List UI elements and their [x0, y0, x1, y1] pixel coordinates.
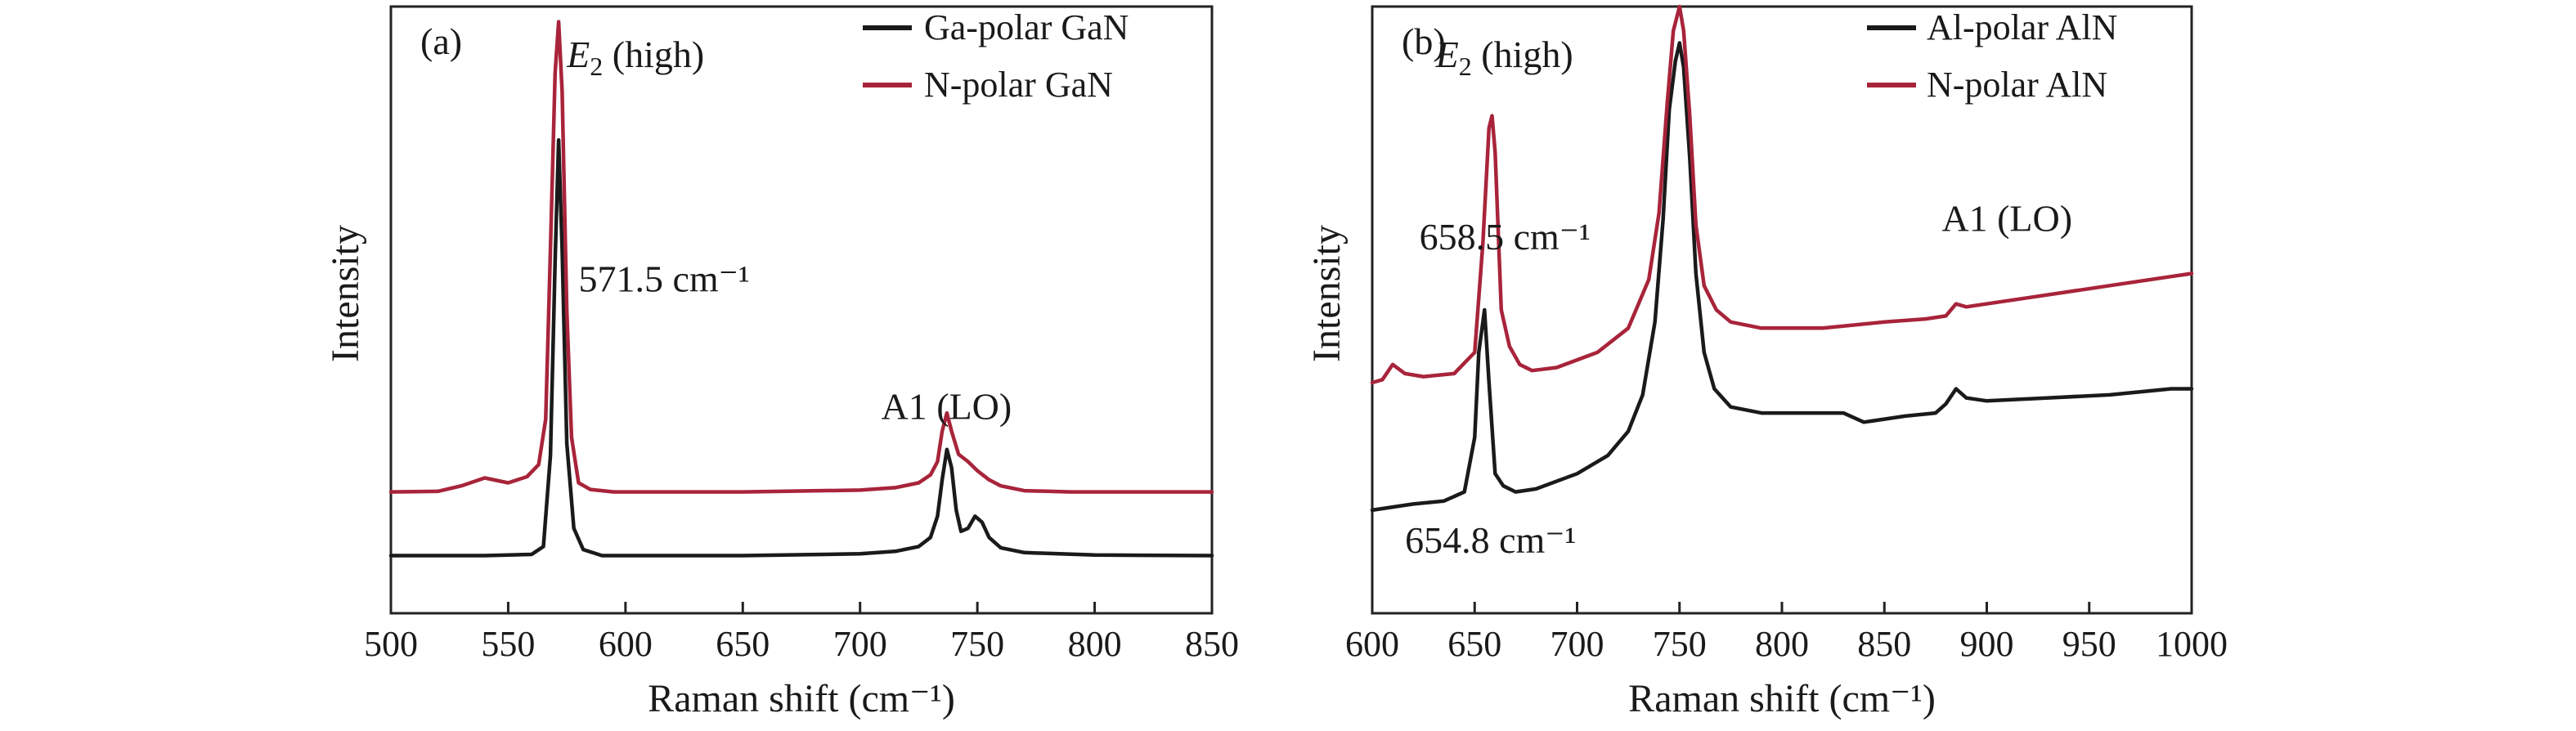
- annotation-label: 654.8 cm⁻¹: [1405, 519, 1576, 561]
- legend: Al-polar AlN N-polar AlN: [1867, 7, 2117, 105]
- x-tick-label: 650: [716, 624, 770, 664]
- x-tick-label: 750: [1653, 624, 1707, 664]
- al-polar-aln-line: [1370, 41, 2194, 513]
- x-tick-label: 500: [364, 624, 418, 664]
- n-polar-gan-line: [388, 20, 1214, 494]
- legend: Ga-polar GaN N-polar GaN: [863, 7, 1129, 105]
- x-axis-label: Raman shift (cm⁻¹): [1628, 677, 1936, 720]
- panel-label: (b): [1402, 20, 1446, 62]
- annotation-label: 571.5 cm⁻¹: [578, 258, 749, 300]
- x-axis-label: Raman shift (cm⁻¹): [648, 677, 955, 720]
- x-tick-label: 700: [1551, 624, 1604, 664]
- x-tick-label: 900: [1960, 624, 2014, 664]
- annotation-label: A1 (LO): [882, 386, 1012, 428]
- y-axis-label: Intensity: [1305, 225, 1349, 362]
- annotation-label: A1 (LO): [1941, 198, 2072, 240]
- annotation-label: E2 (high): [566, 34, 704, 81]
- annotation-label: 658.5 cm⁻¹: [1420, 216, 1591, 258]
- y-axis-label: Intensity: [324, 225, 367, 362]
- x-tick-label: 550: [481, 624, 535, 664]
- x-ticks: 500 550 600 650 700 750 800 850: [364, 602, 1239, 664]
- x-tick-label: 600: [1345, 624, 1399, 664]
- annotations: E2 (high) 571.5 cm⁻¹ A1 (LO): [566, 34, 1012, 427]
- x-tick-label: 800: [1755, 624, 1809, 664]
- series-lines: [388, 20, 1214, 558]
- x-ticks: 600 650 700 750 800 850 900 950 1000: [1345, 602, 2228, 664]
- x-tick-label: 800: [1068, 624, 1122, 664]
- x-tick-label: 600: [599, 624, 653, 664]
- panel-b: 600 650 700 750 800 850 900 950 1000 (b) Raman s…: [1305, 4, 2228, 720]
- legend-label-ga-polar: Ga-polar GaN: [924, 7, 1129, 47]
- panel-label: (a): [420, 20, 462, 62]
- plot-frame: [389, 5, 1214, 615]
- x-tick-label: 750: [950, 624, 1004, 664]
- annotation-label: E2 (high): [1435, 34, 1573, 81]
- panel-a: 500 550 600 650 700 750 800 850 (a) Raman shift…: [324, 5, 1239, 720]
- x-tick-label: 650: [1447, 624, 1501, 664]
- legend-label-n-polar: N-polar GaN: [924, 65, 1113, 105]
- x-tick-label: 850: [1185, 624, 1239, 664]
- annotations: E2 (high) 658.5 cm⁻¹ 654.8 cm⁻¹ A1 (LO): [1405, 34, 2072, 561]
- legend-label-al-polar: Al-polar AlN: [1927, 7, 2117, 47]
- n-polar-aln-line: [1370, 4, 2194, 385]
- legend-label-n-polar: N-polar AlN: [1927, 65, 2107, 105]
- series-lines: [1370, 4, 2194, 513]
- x-tick-label: 1000: [2156, 624, 2228, 664]
- x-tick-label: 700: [833, 624, 887, 664]
- ga-polar-gan-line: [388, 137, 1214, 558]
- x-tick-label: 950: [2062, 624, 2116, 664]
- x-tick-label: 850: [1857, 624, 1911, 664]
